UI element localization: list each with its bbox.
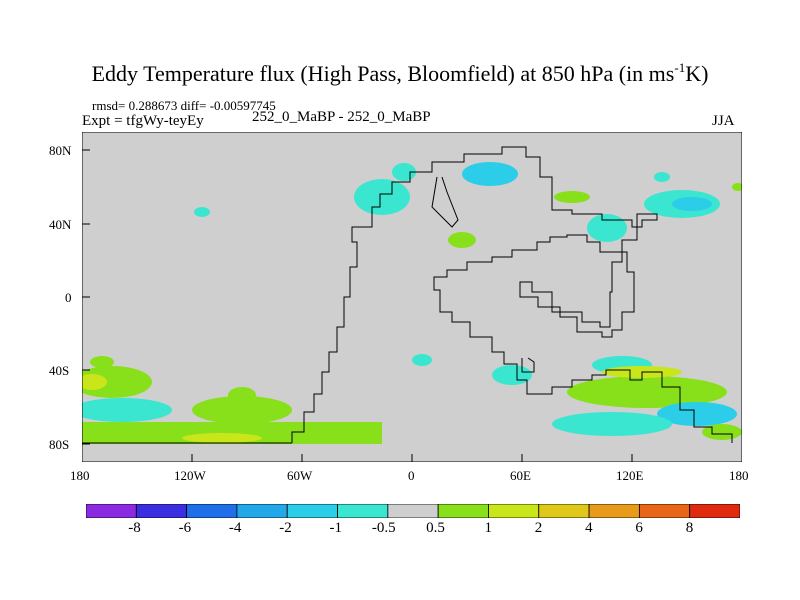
- y-tick-label: 40N: [49, 217, 72, 232]
- x-tick-label: 120W: [174, 468, 206, 483]
- contour-region: [672, 197, 712, 211]
- x-tick-label: 180: [729, 468, 749, 483]
- contour-region: [462, 162, 518, 186]
- y-tick-label: 80S: [49, 437, 70, 452]
- contour-region: [412, 354, 432, 366]
- colorbar-swatch: [488, 504, 540, 518]
- contour-region: [82, 398, 172, 422]
- colorbar-label: -4: [228, 520, 242, 536]
- contour-region: [354, 179, 410, 215]
- map-title: Eddy Temperature flux (High Pass, Bloomf…: [91, 60, 709, 86]
- contour-region: [228, 387, 256, 403]
- contour-region: [492, 365, 532, 385]
- colorbar-swatch: [86, 504, 137, 518]
- colorbar-swatch: [538, 504, 590, 518]
- colorbar-swatch: [638, 504, 691, 518]
- contour-region: [90, 356, 114, 368]
- x-tick-label: 180: [70, 468, 90, 483]
- tick-marks: [82, 149, 742, 462]
- contour-region: [654, 172, 670, 182]
- colorbar-label: 1: [484, 520, 492, 536]
- experiment-label: Expt = tfgWy-teyEy: [82, 113, 204, 129]
- x-tick-label: 60W: [287, 468, 313, 483]
- plot-background: [82, 132, 742, 462]
- colorbar-swatch: [186, 504, 238, 518]
- contour-region: [448, 232, 476, 248]
- colorbar-label: 2: [534, 520, 543, 536]
- contour-region: [192, 396, 292, 424]
- colorbar-swatch: [437, 504, 489, 518]
- contour-region: [657, 402, 737, 426]
- colorbar-label: -1: [329, 520, 343, 536]
- colorbar-swatch: [387, 504, 439, 518]
- colorbar-label: 8: [685, 520, 694, 536]
- colorbar-swatch: [689, 504, 740, 518]
- map-plot: [82, 132, 742, 462]
- colorbar-swatch: [135, 504, 188, 518]
- contour-region: [587, 214, 627, 242]
- comparison-label: 252_0_MaBP - 252_0_MaBP: [252, 109, 431, 125]
- y-tick-label: 80N: [49, 143, 72, 158]
- season-label: JJA: [712, 113, 735, 129]
- colorbar-label: -2: [279, 520, 292, 536]
- contour-region: [82, 366, 152, 398]
- y-tick-label: 0: [65, 290, 72, 305]
- colorbar-label: 4: [585, 520, 593, 536]
- colorbar-label: -6: [178, 520, 192, 536]
- contour-region: [567, 376, 727, 408]
- colorbar-label: 6: [635, 520, 643, 536]
- stats-label: rmsd= 0.288673 diff= -0.00597745: [92, 98, 276, 113]
- contour-region: [182, 433, 262, 443]
- colorbar-swatch: [337, 504, 389, 518]
- contour-region: [702, 424, 742, 440]
- contour-region: [732, 183, 742, 191]
- contour-region: [82, 374, 107, 390]
- y-tick-label: 40S: [49, 363, 70, 378]
- contour-fields: [82, 162, 742, 444]
- colorbar: [86, 504, 740, 518]
- colorbar-label: -8: [128, 520, 141, 536]
- colorbar-swatch: [588, 504, 640, 518]
- x-tick-label: 0: [408, 468, 415, 483]
- colorbar-label: -0.5: [371, 520, 396, 536]
- contour-region: [194, 207, 210, 217]
- contour-region: [552, 412, 672, 436]
- colorbar-label: 0.5: [426, 520, 445, 536]
- x-tick-label: 60E: [510, 468, 531, 483]
- contour-region: [554, 191, 590, 203]
- colorbar-swatch: [236, 504, 288, 518]
- x-tick-label: 120E: [616, 468, 644, 483]
- coastlines: [82, 146, 733, 444]
- contour-region: [82, 422, 382, 444]
- colorbar-swatch: [286, 504, 338, 518]
